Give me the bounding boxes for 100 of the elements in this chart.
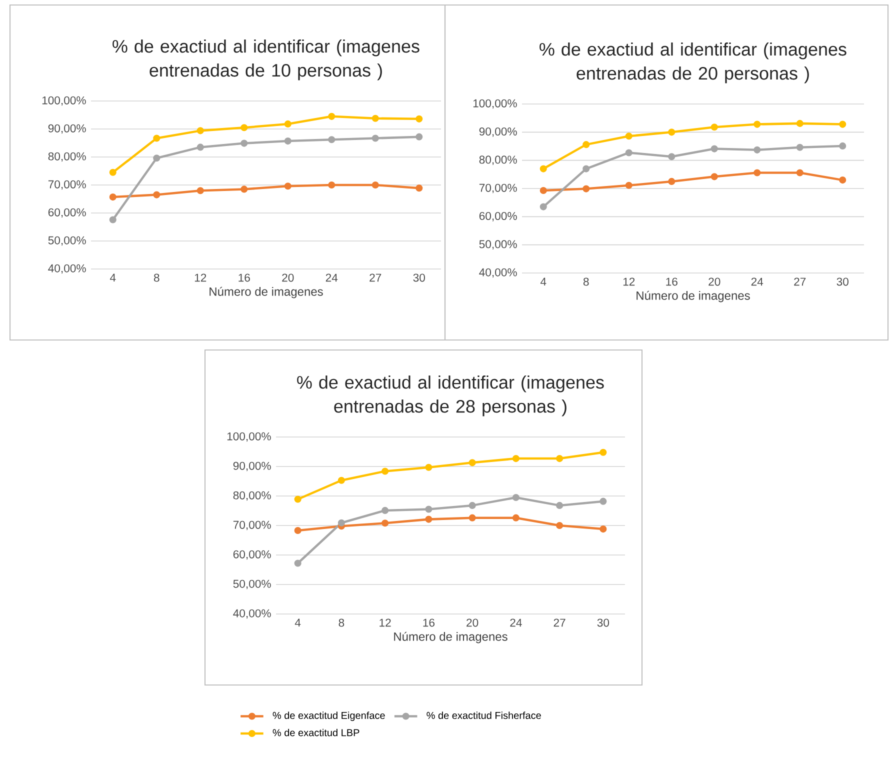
legend-label: % de exactitud Eigenface <box>272 712 385 721</box>
x-tick-label: 4 <box>110 274 116 282</box>
y-tick-label: 50,00% <box>233 580 271 590</box>
point <box>754 120 761 128</box>
y-tick-label: 100,00% <box>227 432 271 442</box>
point <box>382 520 389 527</box>
point <box>582 141 590 148</box>
point <box>512 514 520 522</box>
y-tick-label: 60,00% <box>479 212 517 222</box>
y-tick-label: 70,00% <box>233 520 271 530</box>
point <box>284 182 292 190</box>
point <box>382 468 389 475</box>
x-axis-title: Número de imagenes <box>394 632 508 644</box>
x-tick-label: 30 <box>597 618 610 627</box>
point <box>372 181 379 189</box>
y-tick-label: 80,00% <box>48 152 86 162</box>
y-tick-label: 40,00% <box>479 268 517 278</box>
point <box>372 134 379 142</box>
y-tick-label: 60,00% <box>233 550 271 560</box>
x-tick-label: 20 <box>466 618 478 627</box>
point <box>294 496 302 503</box>
point <box>338 476 345 484</box>
point <box>600 448 607 456</box>
x-tick-label: 12 <box>194 274 206 282</box>
x-tick-label: 16 <box>666 278 678 286</box>
y-tick-label: 90,00% <box>48 124 86 134</box>
point <box>710 145 718 152</box>
x-tick-label: 24 <box>326 274 338 282</box>
x-tick-label: 20 <box>708 278 720 286</box>
point <box>284 120 292 128</box>
y-tick-label: 50,00% <box>48 236 86 246</box>
x-tick-label: 30 <box>413 274 425 282</box>
x-tick-label: 30 <box>836 278 848 286</box>
point <box>754 146 761 154</box>
x-axis-title: Número de imagenes <box>210 286 323 298</box>
point <box>839 142 846 150</box>
y-tick-label: 40,00% <box>233 609 271 619</box>
point <box>556 522 564 530</box>
point <box>796 169 804 176</box>
x-tick-label: 27 <box>554 618 566 627</box>
point <box>468 459 476 466</box>
point <box>284 138 292 145</box>
point <box>109 216 116 224</box>
y-tick-label: 100,00% <box>42 96 86 106</box>
x-tick-label: 27 <box>794 278 806 286</box>
x-tick-label: 24 <box>510 618 522 627</box>
point <box>153 134 160 142</box>
point <box>468 502 476 509</box>
point <box>328 181 336 189</box>
point <box>416 115 423 122</box>
point <box>668 178 676 185</box>
y-tick-label: 90,00% <box>233 462 271 472</box>
x-tick-label: 12 <box>623 278 635 286</box>
x-tick-label: 27 <box>370 274 382 282</box>
x-tick-label: 24 <box>751 278 764 286</box>
point <box>582 185 590 192</box>
chart-title: % de exactiud al identificar (imagenes entrenadas de 10 personas ) <box>112 40 420 80</box>
point <box>240 186 248 193</box>
y-tick-label: 80,00% <box>479 156 517 166</box>
y-tick-label: 70,00% <box>479 184 517 194</box>
point <box>468 514 476 522</box>
y-tick-label: 80,00% <box>233 491 271 501</box>
y-tick-label: 40,00% <box>48 264 86 274</box>
x-tick-label: 16 <box>238 274 250 282</box>
point <box>796 144 804 151</box>
point <box>754 169 761 176</box>
legend-label: % de exactitud Fisherface <box>426 712 541 719</box>
point <box>372 114 379 122</box>
point <box>425 464 432 471</box>
point <box>839 176 846 184</box>
point <box>196 144 204 151</box>
point <box>540 203 547 210</box>
point <box>540 165 547 172</box>
x-axis-title: Número de imagenes <box>636 290 750 302</box>
point <box>600 498 607 505</box>
chart-title: % de exactiud al identificar (imagenes entrenadas de 20 personas ) <box>540 42 846 84</box>
y-tick-label: 100,00% <box>473 99 517 109</box>
point <box>600 526 607 533</box>
y-tick-label: 70,00% <box>48 180 86 190</box>
point <box>153 191 160 198</box>
point <box>109 168 116 176</box>
point <box>556 502 564 509</box>
y-tick-label: 50,00% <box>479 240 517 250</box>
point <box>625 149 632 156</box>
x-tick-label: 8 <box>338 618 344 627</box>
point <box>839 120 846 128</box>
point <box>338 519 345 526</box>
point <box>196 187 204 194</box>
x-tick-label: 12 <box>380 618 391 627</box>
point <box>710 124 718 131</box>
point <box>328 136 336 144</box>
point <box>710 173 718 180</box>
x-tick-label: 8 <box>154 274 160 282</box>
legend-label: % de exactitud LBP <box>272 728 360 736</box>
point <box>512 455 520 462</box>
y-tick-label: 60,00% <box>48 208 86 218</box>
point <box>416 133 423 140</box>
point <box>556 455 564 462</box>
chart-title: % de exactiud al identificar (imagenes entrenadas de 28 personas ) <box>297 376 604 416</box>
point <box>294 560 302 567</box>
